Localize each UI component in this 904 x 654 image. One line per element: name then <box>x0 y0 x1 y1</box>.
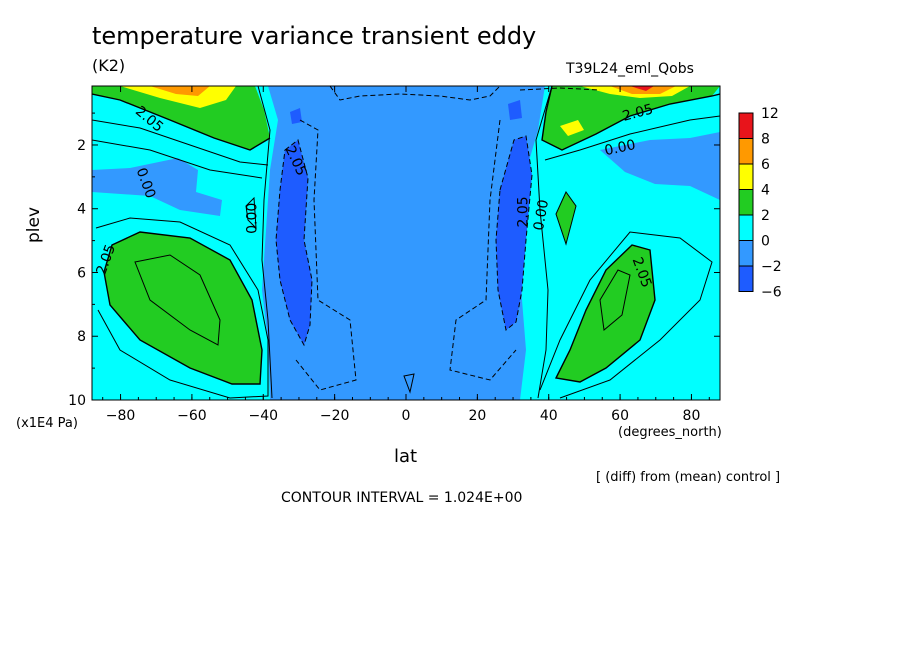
contour-label: 2.05 <box>621 101 655 125</box>
contour-label: 2.05 <box>516 196 532 227</box>
region-right-upper-positive <box>542 86 720 150</box>
contour-line <box>554 244 656 383</box>
x-tick-label: −80 <box>106 408 136 424</box>
colorbar-label: −6 <box>761 285 782 301</box>
region-right-jet-strong-negative <box>496 136 532 330</box>
region-left-negative-band <box>92 158 222 216</box>
contour-line-negative <box>495 135 533 331</box>
contour-line <box>599 269 631 331</box>
colorbar-swatch <box>738 189 754 216</box>
contour-line <box>95 217 269 399</box>
contour-label: 0.00 <box>531 198 552 231</box>
contour-line-negative <box>519 87 601 91</box>
contour-line-negative <box>329 86 501 101</box>
region-left-upper-orange <box>150 86 210 96</box>
region-left-small-strong <box>290 108 302 124</box>
contour-line <box>92 139 263 179</box>
x-axis-units: (degrees_north) <box>618 425 722 440</box>
region-left-upper-positive <box>92 86 270 150</box>
contour-line <box>257 86 273 399</box>
colorbar-swatch <box>738 138 754 165</box>
region-right-small-strong <box>508 100 522 120</box>
region-right-small-positive <box>556 192 576 244</box>
colorbar-label: −2 <box>761 259 782 275</box>
contour-line <box>245 196 257 230</box>
x-tick-label: 60 <box>611 408 629 424</box>
x-tick-label: −20 <box>320 408 350 424</box>
contour-line <box>134 254 221 346</box>
colorbar-swatch <box>738 240 754 267</box>
contour-interval: CONTOUR INTERVAL = 1.024E+00 <box>281 490 523 506</box>
contour-line-negative <box>295 119 357 391</box>
contour-line <box>103 231 263 385</box>
contour-line <box>541 86 720 151</box>
colorbar: 12 8 6 4 2 0 −2 −6 <box>738 106 782 301</box>
y-tick-label: 2 <box>77 138 86 154</box>
y-axis-units: (x1E4 Pa) <box>16 416 78 431</box>
x-tick-label: 0 <box>402 408 411 424</box>
colorbar-swatch <box>738 214 754 241</box>
colorbar-label: 4 <box>761 183 770 199</box>
contour-line <box>539 231 713 399</box>
colorbar-label: 12 <box>761 106 779 122</box>
chart-title: temperature variance transient eddy <box>92 22 537 50</box>
x-axis-label: lat <box>394 446 418 467</box>
y-tick-label: 10 <box>68 393 86 409</box>
region-right-negative-band <box>600 132 720 200</box>
region-right-upper-red <box>630 86 654 91</box>
x-tick-label: −60 <box>177 408 207 424</box>
contour-label: 0.00 <box>603 137 637 159</box>
region-central-negative <box>262 86 545 400</box>
contour-line <box>403 373 415 394</box>
x-tick-label: 20 <box>468 408 486 424</box>
contour-line <box>544 115 720 161</box>
y-tick-label: 8 <box>77 329 86 345</box>
colorbar-swatch <box>738 112 754 139</box>
region-left-jet-strong-negative <box>276 140 312 345</box>
run-label: T39L24_eml_Qobs <box>566 61 694 77</box>
chart-units: (K2) <box>92 56 126 75</box>
colorbar-swatch <box>738 163 754 190</box>
contour-line <box>92 93 271 151</box>
x-tick-label: 80 <box>683 408 701 424</box>
contour-label: 0.00 <box>245 203 261 234</box>
colorbar-label: 2 <box>761 208 770 224</box>
x-tick-label: −40 <box>248 408 278 424</box>
contour-line <box>535 86 553 399</box>
y-tick-label: 6 <box>77 265 86 281</box>
colorbar-label: 6 <box>761 157 770 173</box>
x-tick-label: 40 <box>540 408 558 424</box>
region-left-upper-yellow <box>120 86 236 108</box>
colorbar-label: 0 <box>761 234 770 250</box>
contour-line-negative <box>449 119 517 381</box>
contour-line <box>92 119 269 166</box>
y-tick-label: 4 <box>77 202 86 218</box>
diff-note: [ (diff) from (mean) control ] <box>596 470 781 485</box>
contour-line <box>555 191 577 246</box>
region-right-small-yellow <box>560 120 584 136</box>
colorbar-label: 8 <box>761 132 770 148</box>
contour-line-negative <box>275 139 313 347</box>
region-left-lower-positive <box>104 232 262 384</box>
colorbar-swatch <box>738 265 754 292</box>
